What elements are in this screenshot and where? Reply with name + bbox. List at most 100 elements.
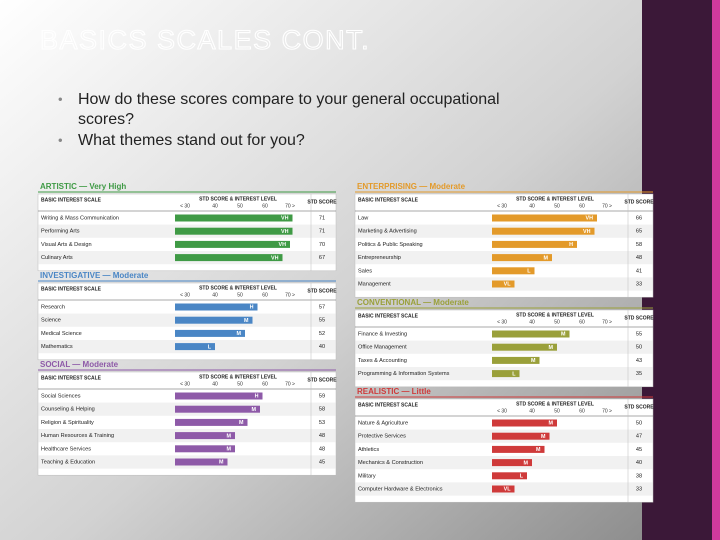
bullet: •	[58, 91, 63, 106]
level: VH	[281, 216, 289, 222]
side-accent	[712, 0, 720, 540]
scale-label: Writing & Mass Communication	[41, 215, 119, 221]
section-title: SOCIAL — Moderate	[40, 360, 119, 369]
score: 47	[636, 434, 642, 440]
score-bar	[492, 267, 535, 275]
scale-tick: 70 >	[285, 381, 295, 387]
level: H	[569, 242, 573, 248]
scale-label: Management	[358, 281, 391, 287]
header-score: STD SCORE	[307, 288, 337, 294]
header-scale: BASIC INTEREST SCALE	[358, 313, 419, 319]
level: VL	[504, 282, 512, 288]
level: M	[227, 433, 232, 439]
scale-label: Performing Arts	[41, 229, 80, 235]
score-bar	[492, 280, 515, 288]
scale-tick: 70 >	[602, 203, 612, 209]
score-bar	[492, 432, 550, 440]
score-bar	[492, 419, 557, 427]
scale-tick: < 30	[497, 203, 507, 209]
level: M	[239, 420, 244, 426]
level: M	[541, 434, 546, 440]
scale-tick: < 30	[180, 381, 190, 387]
scale-label: Athletics	[358, 447, 379, 453]
scale-label: Sales	[358, 268, 372, 274]
scale-tick: 50	[554, 319, 560, 325]
scale-tick: 60	[579, 408, 585, 414]
bullet-text: What themes stand out for you?	[78, 132, 305, 149]
scale-tick: < 30	[180, 292, 190, 298]
header-level: STD SCORE & INTEREST LEVEL	[516, 312, 594, 318]
level: L	[527, 269, 531, 275]
scale-tick: 50	[554, 203, 560, 209]
score: 71	[319, 229, 325, 235]
header-level: STD SCORE & INTEREST LEVEL	[199, 285, 277, 291]
scale-label: Entrepreneurship	[358, 255, 401, 261]
scale-label: Taxes & Accounting	[358, 358, 407, 364]
scale-tick: 40	[212, 203, 218, 209]
level: M	[237, 331, 242, 337]
score-bar	[492, 240, 577, 248]
score: 52	[319, 331, 325, 337]
score-bar	[492, 370, 520, 378]
score-bar	[175, 458, 228, 466]
level: M	[219, 460, 224, 466]
score: 58	[319, 407, 325, 413]
level: M	[524, 460, 529, 466]
score-bar	[175, 329, 245, 337]
score-bar	[492, 459, 532, 467]
level: H	[250, 305, 254, 311]
scale-label: Visual Arts & Design	[41, 242, 92, 248]
scale-tick: 40	[212, 381, 218, 387]
scale-label: Science	[41, 318, 61, 324]
section-title: CONVENTIONAL — Moderate	[357, 298, 469, 307]
scale-tick: 70 >	[285, 292, 295, 298]
score-bar	[175, 392, 263, 400]
score-bar	[175, 303, 258, 311]
scale-tick: 50	[237, 203, 243, 209]
section-title: ENTERPRISING — Moderate	[357, 182, 466, 191]
slide-title: BASICS SCALES CONT.	[40, 25, 370, 55]
header-level: STD SCORE & INTEREST LEVEL	[199, 196, 277, 202]
level: VH	[279, 242, 287, 248]
header-scale: BASIC INTEREST SCALE	[41, 375, 102, 381]
score-bar	[175, 432, 235, 440]
scale-label: Social Sciences	[41, 393, 81, 399]
header-level: STD SCORE & INTEREST LEVEL	[199, 374, 277, 380]
score-bar	[492, 445, 545, 453]
header-score: STD SCORE	[624, 315, 654, 321]
scale-label: Law	[358, 215, 369, 221]
score: 40	[319, 344, 325, 350]
score: 65	[636, 229, 642, 235]
score: 55	[636, 331, 642, 337]
score: 40	[636, 460, 642, 466]
scale-label: Research	[41, 304, 65, 310]
level: VH	[281, 229, 289, 235]
scale-tick: 60	[262, 203, 268, 209]
score-bar	[175, 445, 235, 453]
score-bar	[492, 343, 557, 351]
scale-label: Counseling & Helping	[41, 407, 95, 413]
section-title: REALISTIC — Little	[357, 387, 431, 396]
score: 66	[636, 215, 642, 221]
score: 45	[319, 459, 325, 465]
scale-tick: < 30	[497, 408, 507, 414]
score: 59	[319, 393, 325, 399]
bullet: •	[58, 132, 63, 147]
score: 38	[636, 473, 642, 479]
header-score: STD SCORE	[624, 404, 654, 410]
scale-label: Medical Science	[41, 331, 82, 337]
header-level: STD SCORE & INTEREST LEVEL	[516, 196, 594, 202]
scale-label: Programming & Information Systems	[358, 371, 450, 377]
scale-tick: < 30	[180, 203, 190, 209]
score: 50	[636, 345, 642, 351]
scale-tick: < 30	[497, 319, 507, 325]
level: L	[512, 371, 516, 377]
scale-tick: 60	[579, 203, 585, 209]
side-stripe	[642, 0, 712, 540]
score-bar	[492, 330, 570, 338]
scale-label: Military	[358, 473, 376, 479]
scale-tick: 70 >	[285, 203, 295, 209]
level: H	[255, 394, 259, 400]
level: M	[549, 421, 554, 427]
score: 45	[636, 447, 642, 453]
